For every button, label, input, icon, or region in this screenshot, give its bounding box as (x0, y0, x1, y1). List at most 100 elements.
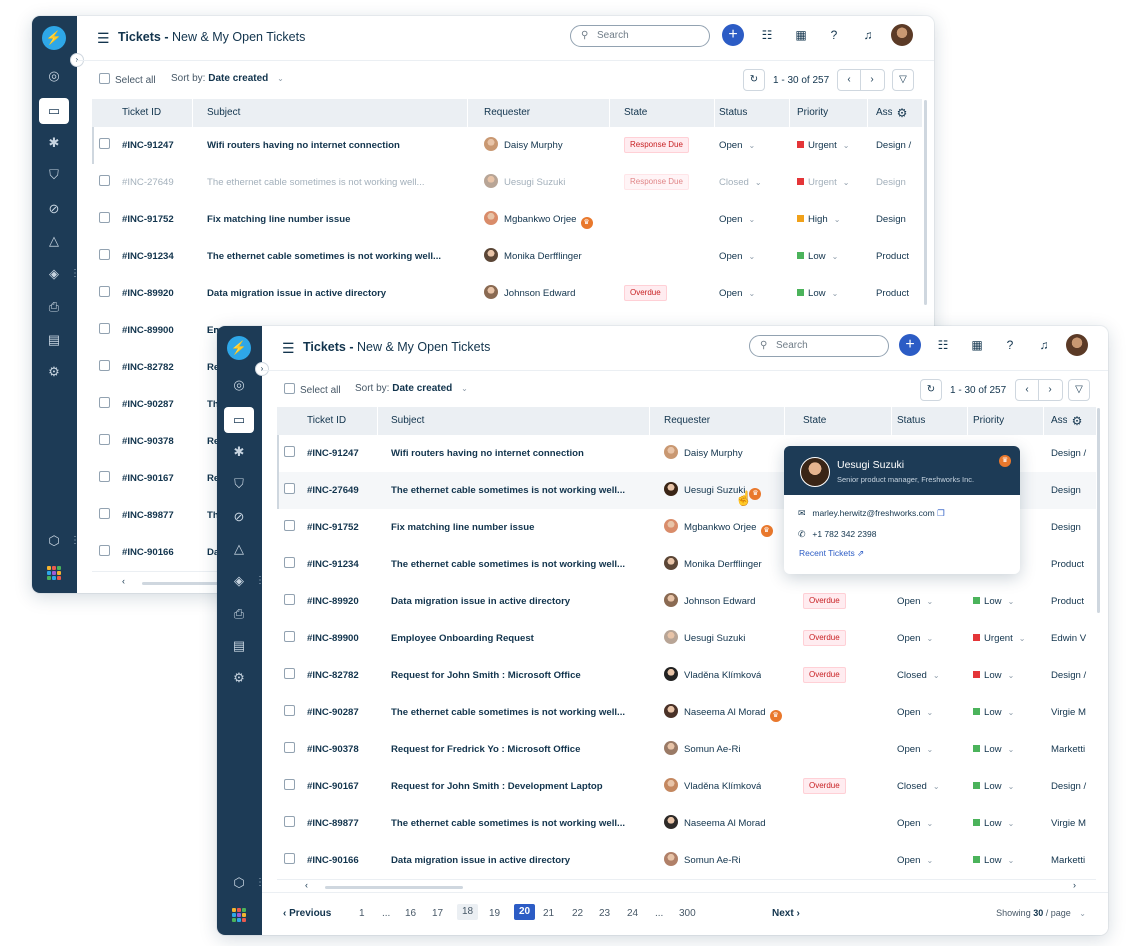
priority-dropdown[interactable]: Low ⌄ (973, 694, 1014, 731)
table-row[interactable]: #INC-82782 Request for John Smith : Micro… (277, 657, 1096, 695)
priority-dropdown[interactable]: Low ⌄ (973, 731, 1014, 768)
row-checkbox[interactable] (99, 164, 110, 201)
scroll-right-icon[interactable]: › (1073, 880, 1076, 890)
assignee[interactable]: Product (876, 288, 910, 299)
printer-icon[interactable]: ⎙ (233, 606, 245, 621)
add-button[interactable]: + (722, 24, 744, 46)
help-icon[interactable]: ? (1006, 338, 1014, 352)
assignee[interactable]: Product (876, 251, 910, 262)
shield-icon[interactable]: ⛉ (49, 167, 59, 182)
table-row[interactable]: #INC-91752 Fix matching line number issue… (92, 201, 922, 239)
ticket-subject[interactable]: Re (207, 362, 220, 373)
ticket-subject[interactable]: Fix matching line number issue (391, 522, 535, 533)
shield-icon[interactable]: ⛉ (234, 476, 244, 491)
priority-dropdown[interactable]: Low ⌄ (797, 275, 838, 312)
scroll-left-icon[interactable]: ‹ (305, 880, 308, 890)
requester[interactable]: Vladěna Klímková (664, 768, 761, 805)
assignee[interactable]: Virgie M (1051, 707, 1087, 718)
ticket-subject[interactable]: Request for Fredrick Yo : Microsoft Offi… (391, 744, 581, 755)
page-number[interactable]: 22 (572, 908, 584, 919)
ticket-id[interactable]: #INC-89900 (307, 633, 359, 644)
settings-icon[interactable]: ⚙ (48, 364, 60, 379)
bell-icon[interactable]: ♫ (863, 28, 873, 42)
ticket-subject[interactable]: Employee Onboarding Request (391, 633, 534, 644)
bug-icon[interactable]: ✱ (233, 444, 245, 459)
priority-dropdown[interactable]: Urgent ⌄ (797, 127, 850, 164)
status-dropdown[interactable]: Open ⌄ (897, 818, 934, 829)
settings-icon[interactable]: ⚙ (233, 670, 245, 685)
table-row[interactable]: #INC-27649 The ethernet cable sometimes i… (92, 164, 922, 202)
next-page-button[interactable]: Next › (772, 908, 800, 919)
layers-icon[interactable]: ◈ (234, 573, 244, 588)
ticket-id[interactable]: #INC-91752 (122, 214, 174, 225)
ticket-id[interactable]: #INC-91234 (122, 251, 174, 262)
filter-icon[interactable]: ▽ (1068, 379, 1090, 401)
ticket-id[interactable]: #INC-89920 (122, 288, 174, 299)
page-number[interactable]: 21 (543, 908, 555, 919)
refresh-icon[interactable]: ↻ (743, 69, 765, 91)
requester[interactable]: Uesugi Suzuki (664, 620, 745, 657)
page-number[interactable]: 19 (489, 908, 501, 919)
priority-dropdown[interactable]: Low ⌄ (973, 657, 1014, 694)
assignee[interactable]: Design / (1051, 448, 1087, 459)
ticket-id[interactable]: #INC-89877 (122, 510, 174, 521)
user-avatar[interactable] (1066, 334, 1088, 356)
ticket-id[interactable]: #INC-82782 (307, 670, 359, 681)
menu-icon[interactable]: ☰ (282, 340, 295, 356)
requester[interactable]: Naseema Al Morad ♛ (664, 694, 782, 731)
priority-dropdown[interactable]: Low ⌄ (973, 842, 1014, 879)
row-checkbox[interactable] (99, 127, 110, 164)
requester[interactable]: Johnson Edward (484, 275, 575, 312)
row-checkbox[interactable] (284, 805, 295, 842)
search-input[interactable]: ⚲ Search (570, 25, 710, 47)
row-checkbox[interactable] (284, 546, 295, 583)
ticket-subject[interactable]: Wifi routers having no internet connecti… (391, 448, 584, 459)
priority-dropdown[interactable]: Low ⌄ (973, 583, 1014, 620)
row-checkbox[interactable] (99, 423, 110, 460)
status-dropdown[interactable]: Open ⌄ (897, 596, 934, 607)
alert-icon[interactable]: △ (234, 541, 244, 556)
ticket-subject[interactable]: Data migration issue in active directory (391, 596, 571, 607)
priority-dropdown[interactable]: Urgent ⌄ (973, 620, 1026, 657)
ticket-subject[interactable]: Wifi routers having no internet connecti… (207, 140, 400, 151)
apps-grid-icon[interactable] (232, 908, 246, 922)
requester[interactable]: Daisy Murphy (664, 435, 743, 472)
horizontal-scrollbar[interactable] (142, 582, 222, 585)
ticket-subject[interactable]: Em (207, 325, 222, 336)
bug-icon[interactable]: ✱ (48, 135, 60, 150)
tickets-icon[interactable]: ▭ (39, 98, 69, 124)
gear-icon[interactable]: ⚙ (892, 99, 912, 127)
ticket-id[interactable]: #INC-91234 (307, 559, 359, 570)
status-dropdown[interactable]: Open ⌄ (719, 288, 756, 299)
cube-icon[interactable]: ⬡ (48, 533, 60, 548)
assignee[interactable]: Design (876, 177, 906, 188)
requester-phone[interactable]: ✆ +1 782 342 2398 (798, 529, 877, 539)
layers-icon[interactable]: ◈ (49, 266, 59, 281)
ticket-subject[interactable]: Da (207, 547, 220, 558)
col-assignee[interactable]: Ass (876, 107, 893, 118)
page-number[interactable]: 20 (514, 904, 536, 920)
checklist-icon[interactable]: ☷ (937, 338, 949, 352)
priority-dropdown[interactable]: High ⌄ (797, 201, 840, 238)
reports-icon[interactable]: ▤ (47, 332, 61, 347)
refresh-icon[interactable]: ↻ (920, 379, 942, 401)
row-checkbox[interactable] (284, 731, 295, 768)
row-checkbox[interactable] (284, 620, 295, 657)
table-row[interactable]: #INC-91234 The ethernet cable sometimes i… (92, 238, 922, 276)
ticket-id[interactable]: #INC-89877 (307, 818, 359, 829)
table-row[interactable]: #INC-89877 The ethernet cable sometimes i… (277, 805, 1096, 843)
assignee[interactable]: Design / (1051, 670, 1087, 681)
row-checkbox[interactable] (284, 435, 295, 472)
row-checkbox[interactable] (99, 349, 110, 386)
reports-icon[interactable]: ▤ (232, 638, 246, 653)
priority-dropdown[interactable]: Low ⌄ (973, 768, 1014, 805)
ticket-subject[interactable]: Th (207, 510, 219, 521)
help-icon[interactable]: ? (830, 28, 838, 42)
row-checkbox[interactable] (284, 694, 295, 731)
assignee[interactable]: Marketti (1051, 855, 1086, 866)
requester[interactable]: Monika Derfflinger (484, 238, 582, 275)
assignee[interactable]: Design (876, 214, 906, 225)
filter-icon[interactable]: ▽ (892, 69, 914, 91)
col-requester[interactable]: Requester (664, 407, 785, 435)
vertical-scrollbar[interactable] (1097, 408, 1100, 613)
